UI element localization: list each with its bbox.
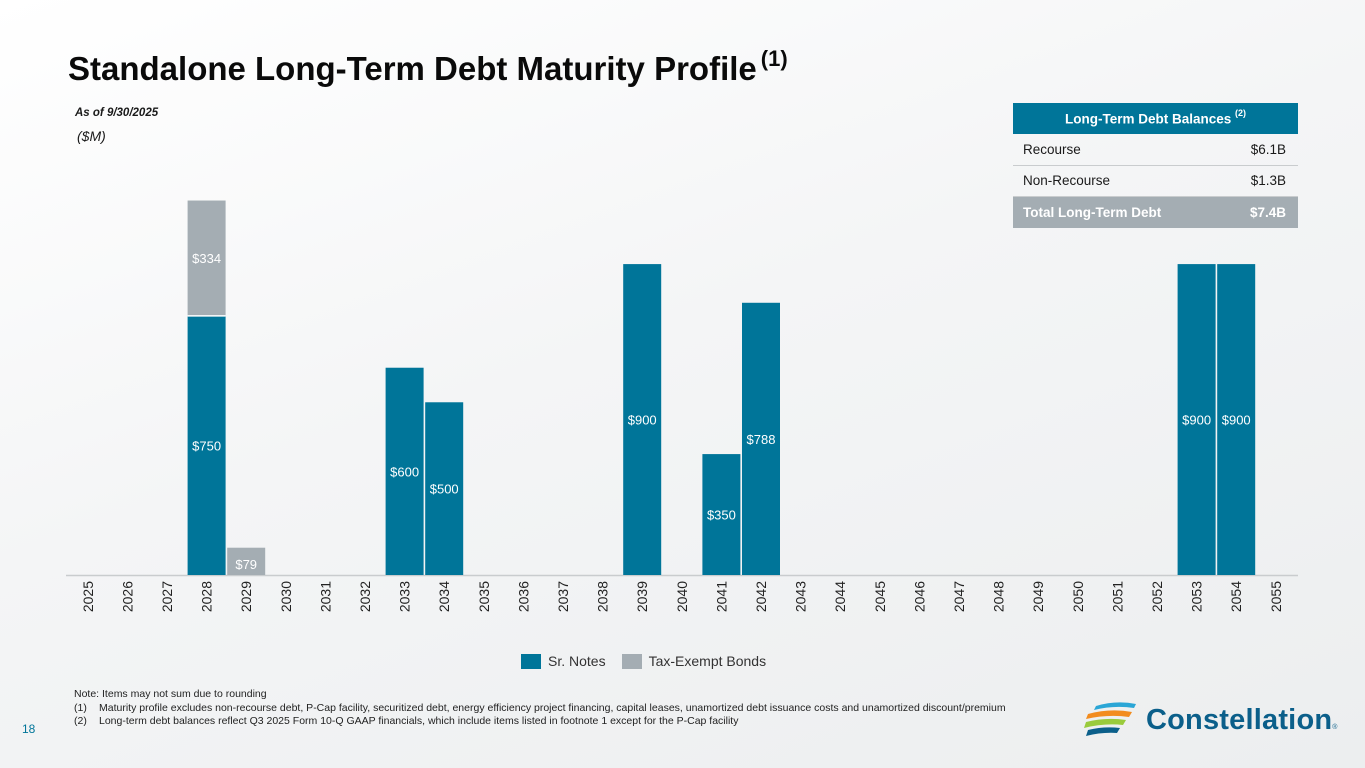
data-label-2028: $334 [192, 251, 221, 266]
data-label-2039: $900 [628, 413, 657, 428]
data-label-2034: $500 [430, 482, 459, 497]
title-footnote-ref: (1) [760, 46, 788, 71]
footnote-2: (2) Long-term debt balances reflect Q3 2… [74, 715, 739, 727]
row-value: $6.1B [1221, 134, 1298, 166]
x-tick-label-2054: 2054 [1228, 581, 1244, 612]
row-label: Non-Recourse [1013, 165, 1222, 197]
x-tick-label-2045: 2045 [872, 581, 888, 612]
x-tick-label-2034: 2034 [436, 581, 452, 612]
x-tick-label-2033: 2033 [397, 581, 413, 612]
debt-table-header: Long-Term Debt Balances (2) [1013, 103, 1298, 134]
x-tick-label-2039: 2039 [634, 581, 650, 612]
constellation-swoosh-icon [1084, 702, 1136, 736]
bar-sr-notes-2033 [385, 367, 424, 575]
x-tick-label-2029: 2029 [238, 581, 254, 612]
debt-balances-table: Long-Term Debt Balances (2) Recourse $6.… [1013, 103, 1298, 228]
x-tick-label-2028: 2028 [199, 581, 215, 612]
x-tick-label-2031: 2031 [317, 581, 333, 612]
x-tick-label-2048: 2048 [991, 581, 1007, 612]
x-tick-label-2046: 2046 [911, 581, 927, 612]
data-label-2042: $788 [747, 432, 776, 447]
x-tick-label-2051: 2051 [1109, 581, 1125, 612]
x-tick-label-2032: 2032 [357, 581, 373, 612]
legend-label-tax-exempt: Tax-Exempt Bonds [648, 653, 767, 669]
x-tick-label-2042: 2042 [753, 581, 769, 612]
row-value: $1.3B [1221, 165, 1298, 197]
x-tick-label-2044: 2044 [832, 581, 848, 612]
x-tick-label-2038: 2038 [595, 581, 611, 612]
x-tick-label-2049: 2049 [1030, 581, 1046, 612]
x-tick-label-2043: 2043 [793, 581, 809, 612]
x-tick-label-2025: 2025 [80, 581, 96, 612]
data-label-2053: $900 [1182, 413, 1211, 428]
bar-tax-exempt-2028 [187, 200, 226, 316]
footnote-1: (1) Maturity profile excludes non-recour… [74, 701, 1006, 714]
x-tick-label-2055: 2055 [1268, 581, 1284, 612]
x-tick-label-2026: 2026 [119, 581, 135, 612]
bar-tax-exempt-2029 [227, 547, 266, 575]
x-tick-label-2027: 2027 [159, 581, 175, 612]
bar-sr-notes-2039 [623, 264, 662, 575]
row-label: Recourse [1013, 134, 1222, 166]
legend-swatch-tax-exempt [621, 653, 642, 669]
data-label-2028: $750 [192, 438, 221, 453]
total-label: Total Long-Term Debt [1013, 196, 1222, 228]
x-tick-label-2040: 2040 [674, 581, 690, 612]
x-tick-label-2052: 2052 [1149, 581, 1165, 612]
logo-wordmark: Constellation [1146, 703, 1333, 736]
legend-swatch-sr-notes [521, 653, 541, 669]
bar-sr-notes-2041 [702, 454, 741, 575]
data-label-2029: $79 [235, 557, 257, 572]
x-tick-label-2047: 2047 [951, 581, 967, 612]
x-tick-label-2041: 2041 [713, 581, 729, 612]
x-tick-label-2030: 2030 [278, 581, 294, 612]
as-of-date: As of 9/30/2025 [75, 107, 159, 119]
x-tick-label-2037: 2037 [555, 581, 571, 612]
constellation-logo: Constellation® [1082, 700, 1338, 740]
footnote-intro: Note: Items may not sum due to rounding [74, 688, 267, 700]
total-value: $7.4B [1221, 196, 1298, 228]
x-tick-label-2050: 2050 [1070, 581, 1086, 612]
bar-sr-notes-2054 [1217, 264, 1256, 575]
bar-sr-notes-2053 [1177, 264, 1216, 575]
bar-sr-notes-2042 [742, 302, 780, 575]
x-tick-label-2036: 2036 [515, 581, 531, 612]
x-tick-label-2035: 2035 [476, 581, 492, 612]
bar-sr-notes-2028 [187, 315, 226, 575]
footnotes: Note: Items may not sum due to rounding … [74, 688, 1034, 729]
page-number: 18 [22, 722, 36, 736]
table-row: Recourse $6.1B [1013, 134, 1298, 166]
data-label-2033: $600 [390, 464, 419, 479]
legend-item-sr-notes: Sr. Notes [521, 653, 606, 669]
legend-label-sr-notes: Sr. Notes [548, 653, 606, 669]
x-tick-label-2053: 2053 [1189, 581, 1205, 612]
data-label-2041: $350 [707, 508, 736, 523]
total-row: Total Long-Term Debt $7.4B [1013, 196, 1298, 228]
table-row: Non-Recourse $1.3B [1013, 165, 1298, 197]
bar-sr-notes-2034 [425, 402, 464, 575]
data-label-2054: $900 [1222, 413, 1251, 428]
legend-item-tax-exempt: Tax-Exempt Bonds [621, 653, 767, 669]
chart-legend: Sr. Notes Tax-Exempt Bonds [521, 653, 782, 669]
units-label: ($M) [77, 128, 106, 144]
page-title: Standalone Long-Term Debt Maturity Profi… [68, 46, 788, 87]
